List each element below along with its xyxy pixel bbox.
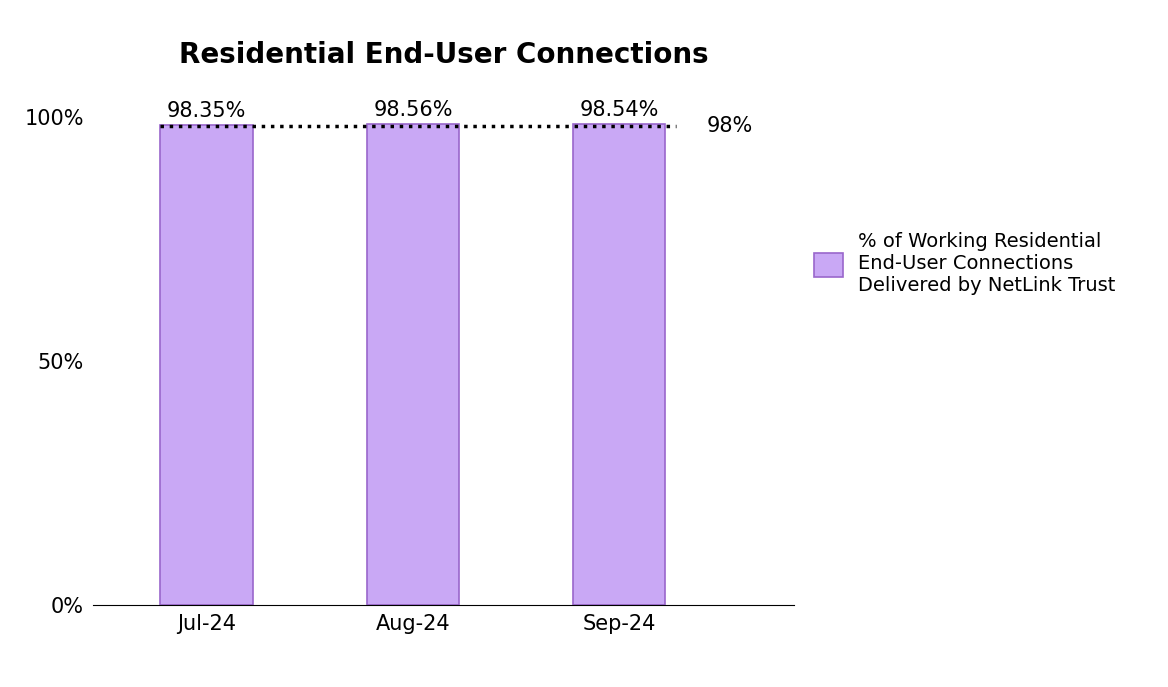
Bar — [160, 124, 253, 605]
Bar — [367, 124, 459, 605]
Title: Residential End-User Connections: Residential End-User Connections — [179, 41, 709, 69]
Text: 98.54%: 98.54% — [579, 100, 659, 120]
Text: 98.56%: 98.56% — [373, 100, 453, 120]
Bar — [572, 124, 666, 605]
Legend: % of Working Residential
End-User Connections
Delivered by NetLink Trust: % of Working Residential End-User Connec… — [804, 223, 1126, 305]
Text: 98%: 98% — [707, 116, 753, 136]
Text: 98.35%: 98.35% — [167, 101, 246, 121]
